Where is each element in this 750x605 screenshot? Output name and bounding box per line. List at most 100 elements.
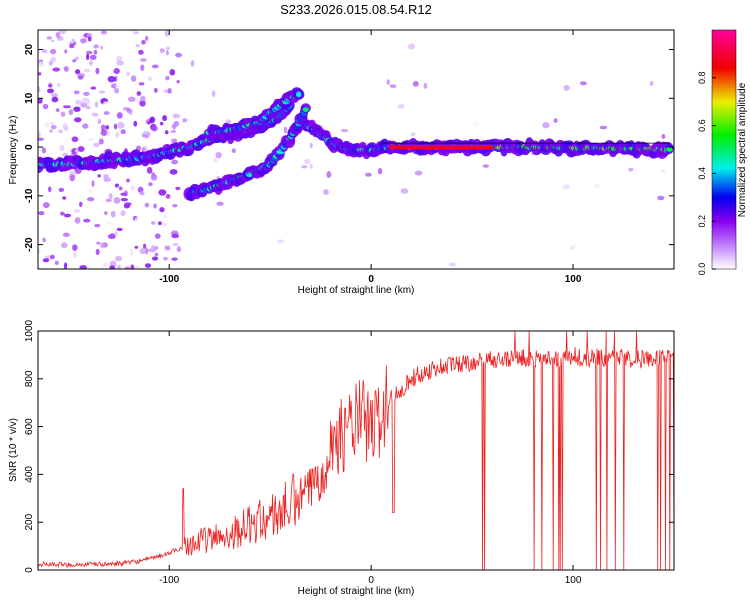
noise-blob xyxy=(51,39,55,43)
noise-blob xyxy=(86,32,93,39)
colorbar-label: Normalized spectral amplitude xyxy=(737,82,748,217)
noise-blob xyxy=(109,265,116,269)
noise-blob xyxy=(365,172,372,177)
noise-blob xyxy=(389,84,397,88)
noise-blob xyxy=(79,265,87,269)
noise-blob xyxy=(164,30,170,37)
noise-blob xyxy=(75,69,81,75)
noise-blob xyxy=(130,30,136,33)
noise-blob xyxy=(148,134,152,141)
noise-blob xyxy=(163,256,168,261)
noise-blob xyxy=(215,151,222,159)
noise-blob xyxy=(472,122,480,127)
noise-blob xyxy=(661,133,666,139)
noise-blob xyxy=(151,256,159,261)
noise-blob xyxy=(62,122,68,130)
noise-blob xyxy=(83,91,90,97)
noise-blob xyxy=(109,233,116,240)
noise-blob xyxy=(110,210,116,218)
noise-blob xyxy=(62,196,67,200)
noise-blob xyxy=(74,56,79,60)
snr-frame xyxy=(37,330,675,571)
noise-blob xyxy=(211,90,216,98)
noise-blob xyxy=(166,46,170,51)
y-tick-label: 800 xyxy=(24,370,35,387)
noise-blob xyxy=(61,242,68,249)
noise-blob xyxy=(142,243,147,250)
noise-blob xyxy=(38,131,41,138)
colorbar-ticks: 0.0 0.2 0.4 0.6 0.8 xyxy=(697,72,716,275)
noise-blob xyxy=(134,217,138,222)
noise-blob xyxy=(71,151,78,156)
colorbar-tick-label: 0.6 xyxy=(697,119,707,132)
noise-blob xyxy=(182,118,188,123)
noise-blob xyxy=(55,31,61,38)
noise-blob xyxy=(138,82,145,86)
noise-blob xyxy=(69,43,75,49)
noise-blob xyxy=(94,223,101,228)
noise-blob xyxy=(162,222,168,227)
noise-blob xyxy=(165,75,170,81)
noise-blob xyxy=(38,211,45,216)
noise-blob xyxy=(159,48,165,54)
noise-blob xyxy=(563,85,570,91)
y-tick-label: 1000 xyxy=(24,319,35,342)
noise-blob xyxy=(225,119,232,124)
noise-blob xyxy=(91,180,95,187)
noise-blob xyxy=(124,266,131,269)
noise-blob xyxy=(579,81,587,86)
noise-blob xyxy=(38,137,45,141)
noise-blob xyxy=(216,201,224,206)
noise-blob xyxy=(231,148,236,154)
noise-blob xyxy=(89,60,93,66)
noise-blob xyxy=(151,125,158,132)
noise-blob xyxy=(172,113,181,119)
noise-blob xyxy=(62,232,70,237)
noise-blob xyxy=(158,189,167,196)
noise-blob xyxy=(49,129,53,133)
noise-blob xyxy=(628,167,634,172)
snr-x-axis-label: Height of straight line (km) xyxy=(298,586,415,597)
noise-blob xyxy=(77,146,85,152)
x-tick-label: 0 xyxy=(368,575,374,586)
noise-blob xyxy=(97,174,101,178)
noise-blob xyxy=(100,45,104,50)
colorbar-tick-label: 0.2 xyxy=(697,215,707,228)
noise-blob xyxy=(113,123,118,130)
noise-blob xyxy=(309,142,313,149)
noise-blob xyxy=(89,54,97,61)
colorbar-gradient xyxy=(711,29,737,270)
noise-blob xyxy=(63,66,69,72)
noise-blob xyxy=(129,109,133,116)
noise-blob xyxy=(116,55,123,62)
noise-blob xyxy=(162,214,168,219)
noise-blob xyxy=(169,69,176,76)
x-tick-label: -100 xyxy=(159,575,179,586)
noise-blob xyxy=(170,129,177,134)
noise-blob xyxy=(131,75,137,82)
noise-blob xyxy=(98,90,106,94)
colorbar-tick-label: 0.4 xyxy=(697,167,707,180)
noise-blob xyxy=(85,53,90,61)
noise-blob xyxy=(165,193,171,199)
noise-blob xyxy=(562,184,570,190)
noise-blob xyxy=(377,167,383,175)
noise-blob xyxy=(400,188,409,194)
noise-blob xyxy=(63,213,72,218)
noise-blob xyxy=(73,209,81,214)
noise-blob xyxy=(51,96,59,103)
noise-blob xyxy=(42,237,47,243)
noise-blob xyxy=(100,30,107,35)
x-tick-label: 100 xyxy=(565,274,582,285)
colorbar-tick-label: 0.8 xyxy=(697,72,707,85)
noise-blob xyxy=(151,245,156,251)
noise-blob xyxy=(62,105,71,109)
noise-blob xyxy=(79,34,84,40)
noise-blob xyxy=(80,102,88,108)
noise-blob xyxy=(167,87,172,94)
noise-blob xyxy=(176,79,180,84)
noise-blob xyxy=(38,248,41,254)
